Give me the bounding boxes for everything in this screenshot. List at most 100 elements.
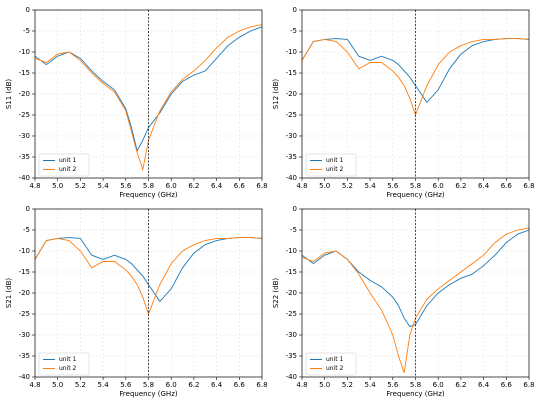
y-tick-label: -15 xyxy=(286,268,297,276)
y-tick-label: -20 xyxy=(19,289,30,297)
y-tick-label: -15 xyxy=(286,69,297,77)
x-tick-label: 6.2 xyxy=(188,381,199,389)
x-tick-label: 6.0 xyxy=(166,381,177,389)
y-axis-label: S22 (dB) xyxy=(272,278,280,309)
y-axis-label: S11 (dB) xyxy=(5,79,13,110)
plot-frame xyxy=(301,9,530,179)
legend-label: unit 1 xyxy=(59,356,77,363)
y-tick-label: -25 xyxy=(19,310,30,318)
y-tick-label: 0 xyxy=(26,6,30,14)
x-tick-label: 6.6 xyxy=(501,381,513,389)
x-tick-label: 5.4 xyxy=(98,381,110,389)
x-tick-label: 5.2 xyxy=(75,182,86,190)
x-tick-label: 6.6 xyxy=(234,381,246,389)
x-tick-label: 5.4 xyxy=(98,182,110,190)
series-line xyxy=(34,237,263,303)
x-tick-label: 6.2 xyxy=(455,381,466,389)
legend-label: unit 1 xyxy=(326,356,344,363)
y-tick-label: -40 xyxy=(286,174,297,182)
x-tick-label: 5.2 xyxy=(342,381,353,389)
x-tick-label: 6.0 xyxy=(433,182,444,190)
legend-label: unit 2 xyxy=(59,166,77,173)
legend-box xyxy=(38,352,90,376)
y-tick-label: -40 xyxy=(19,174,30,182)
y-tick-label: -35 xyxy=(19,153,30,161)
y-axis-label: S21 (dB) xyxy=(5,278,13,309)
x-tick-label: 6.0 xyxy=(433,381,444,389)
y-tick-label: -20 xyxy=(286,289,297,297)
x-tick-label: 6.4 xyxy=(478,381,490,389)
x-tick-label: 5.6 xyxy=(120,182,132,190)
y-tick-label: -10 xyxy=(286,48,297,56)
legend-label: unit 2 xyxy=(59,365,77,372)
x-tick-label: 6.6 xyxy=(501,182,513,190)
x-tick-label: 6.8 xyxy=(256,381,267,389)
legend-label: unit 1 xyxy=(59,157,77,164)
y-tick-label: -25 xyxy=(19,111,30,119)
x-tick-label: 6.4 xyxy=(211,381,223,389)
series-line xyxy=(34,24,263,172)
x-tick-label: 5.0 xyxy=(52,381,63,389)
x-tick-label: 5.8 xyxy=(143,381,154,389)
x-tick-label: 5.0 xyxy=(319,182,330,190)
y-tick-label: -15 xyxy=(19,69,30,77)
x-tick-label: 5.4 xyxy=(365,381,377,389)
y-tick-label: -35 xyxy=(286,153,297,161)
y-tick-label: -20 xyxy=(19,90,30,98)
y-tick-label: -10 xyxy=(286,247,297,255)
x-tick-label: 5.6 xyxy=(387,381,399,389)
y-tick-label: -30 xyxy=(286,132,297,140)
x-tick-label: 4.8 xyxy=(29,182,40,190)
x-axis-label: Frequency (GHz) xyxy=(386,390,444,398)
y-tick-label: 0 xyxy=(293,205,297,213)
y-tick-label: -35 xyxy=(286,352,297,360)
legend-box xyxy=(38,153,90,177)
y-tick-label: 0 xyxy=(26,205,30,213)
x-tick-label: 5.2 xyxy=(342,182,353,190)
x-tick-label: 5.0 xyxy=(52,182,63,190)
plot-frame xyxy=(301,208,530,378)
x-tick-label: 5.8 xyxy=(410,182,421,190)
y-tick-label: -5 xyxy=(290,27,297,35)
x-tick-label: 4.8 xyxy=(296,381,307,389)
y-tick-label: -10 xyxy=(19,247,30,255)
y-tick-label: -25 xyxy=(286,310,297,318)
x-axis-label: Frequency (GHz) xyxy=(119,390,177,398)
y-tick-label: -25 xyxy=(286,111,297,119)
y-tick-label: -30 xyxy=(286,331,297,339)
legend-label: unit 2 xyxy=(326,365,344,372)
series-line xyxy=(301,227,530,373)
x-tick-label: 5.8 xyxy=(143,182,154,190)
plot-frame xyxy=(34,9,263,179)
y-tick-label: -20 xyxy=(286,90,297,98)
legend-label: unit 1 xyxy=(326,157,344,164)
x-axis-label: Frequency (GHz) xyxy=(386,191,444,199)
y-tick-label: -40 xyxy=(19,373,30,381)
x-tick-label: 6.2 xyxy=(455,182,466,190)
series-line xyxy=(34,237,263,316)
y-tick-label: -10 xyxy=(19,48,30,56)
x-tick-label: 6.4 xyxy=(478,182,490,190)
x-tick-label: 6.4 xyxy=(211,182,223,190)
x-tick-label: 4.8 xyxy=(29,381,40,389)
x-tick-label: 6.0 xyxy=(166,182,177,190)
x-tick-label: 5.2 xyxy=(75,381,86,389)
series-line xyxy=(301,38,530,117)
x-tick-label: 5.6 xyxy=(387,182,399,190)
y-tick-label: -5 xyxy=(290,226,297,234)
y-tick-label: -30 xyxy=(19,331,30,339)
x-tick-label: 6.6 xyxy=(234,182,246,190)
y-tick-label: -15 xyxy=(19,268,30,276)
series-line xyxy=(301,38,530,104)
y-tick-label: -30 xyxy=(19,132,30,140)
x-tick-label: 5.8 xyxy=(410,381,421,389)
plot-frame xyxy=(34,208,263,378)
x-axis-label: Frequency (GHz) xyxy=(119,191,177,199)
x-tick-label: 6.8 xyxy=(523,381,534,389)
x-tick-label: 6.8 xyxy=(523,182,534,190)
legend-label: unit 2 xyxy=(326,166,344,173)
y-tick-label: 0 xyxy=(293,6,297,14)
x-tick-label: 5.6 xyxy=(120,381,132,389)
